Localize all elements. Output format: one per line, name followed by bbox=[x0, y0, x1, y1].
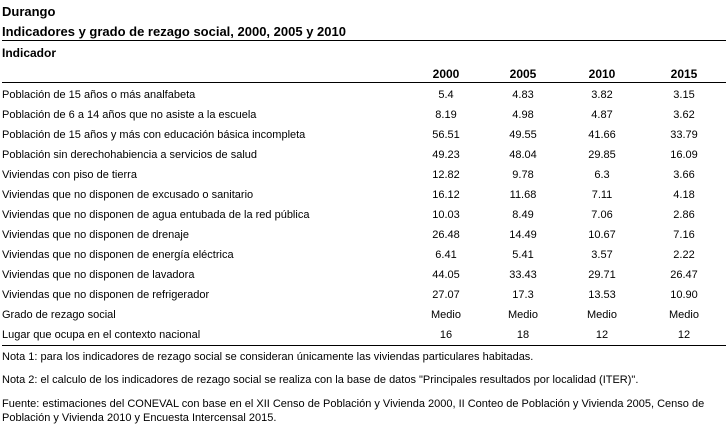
cell-2015: 2.22 bbox=[673, 249, 695, 261]
year-header-2005: 2005 bbox=[509, 67, 537, 81]
cell-2010: 7.11 bbox=[591, 189, 613, 201]
table-row: Grado de rezago social Medio Medio Medio… bbox=[2, 305, 726, 325]
row-label: Viviendas que no disponen de energía elé… bbox=[2, 249, 234, 261]
cell-2000: 8.19 bbox=[435, 109, 457, 121]
cell-2010: 13.53 bbox=[588, 289, 616, 301]
cell-2000: 10.03 bbox=[432, 209, 460, 221]
cell-2015: 12 bbox=[677, 329, 691, 341]
divider bbox=[2, 82, 726, 83]
cell-2005: 11.68 bbox=[509, 189, 537, 201]
table-row: Viviendas que no disponen de excusado o … bbox=[2, 185, 726, 205]
row-label: Grado de rezago social bbox=[2, 309, 116, 321]
table-subtitle: Indicadores y grado de rezago social, 20… bbox=[2, 24, 346, 39]
cell-2010: 4.87 bbox=[591, 109, 613, 121]
cell-2000: 16 bbox=[439, 329, 453, 341]
cell-2005: 9.78 bbox=[512, 169, 534, 181]
cell-2010: 3.57 bbox=[591, 249, 613, 261]
cell-2005: 17.3 bbox=[512, 289, 534, 301]
row-label: Viviendas que no disponen de drenaje bbox=[2, 229, 189, 241]
table-row: Población de 15 años y más con educación… bbox=[2, 125, 726, 145]
cell-2010: 29.71 bbox=[588, 269, 616, 281]
cell-2005: 48.04 bbox=[509, 149, 537, 161]
page-title: Durango bbox=[2, 4, 56, 19]
cell-2015: 16.09 bbox=[670, 149, 698, 161]
cell-2005: Medio bbox=[508, 309, 538, 321]
cell-2010: 29.85 bbox=[588, 149, 616, 161]
cell-2015: 4.18 bbox=[673, 189, 695, 201]
row-label: Población de 6 a 14 años que no asiste a… bbox=[2, 109, 257, 121]
table-row: Viviendas que no disponen de refrigerado… bbox=[2, 285, 726, 305]
cell-2005: 4.83 bbox=[512, 89, 534, 101]
cell-2000: 16.12 bbox=[432, 189, 460, 201]
cell-2015: 3.66 bbox=[673, 169, 695, 181]
row-label: Viviendas que no disponen de lavadora bbox=[2, 269, 195, 281]
cell-2010: 41.66 bbox=[588, 129, 616, 141]
cell-2015: 3.15 bbox=[673, 89, 695, 101]
cell-2000: 27.07 bbox=[432, 289, 460, 301]
cell-2000: 5.4 bbox=[438, 89, 454, 101]
row-label: Viviendas que no disponen de refrigerado… bbox=[2, 289, 210, 301]
cell-2000: 56.51 bbox=[432, 129, 460, 141]
divider bbox=[2, 345, 726, 346]
year-header-2015: 2015 bbox=[670, 67, 698, 81]
cell-2010: 10.67 bbox=[588, 229, 616, 241]
cell-2010: 12 bbox=[595, 329, 609, 341]
divider bbox=[2, 40, 726, 41]
table-row: Viviendas que no disponen de drenaje 26.… bbox=[2, 225, 726, 245]
indicator-header: Indicador bbox=[2, 46, 57, 60]
cell-2015: 7.16 bbox=[673, 229, 695, 241]
cell-2015: 10.90 bbox=[670, 289, 698, 301]
cell-2015: 3.62 bbox=[673, 109, 695, 121]
cell-2015: Medio bbox=[669, 309, 699, 321]
row-label: Lugar que ocupa en el contexto nacional bbox=[2, 329, 201, 341]
year-header-2000: 2000 bbox=[432, 67, 460, 81]
table-row: Población sin derechohabiencia a servici… bbox=[2, 145, 726, 165]
cell-2015: 2.86 bbox=[673, 209, 695, 221]
row-label: Población de 15 años o más analfabeta bbox=[2, 89, 196, 101]
note-2: Nota 2: el calculo de los indicadores de… bbox=[2, 374, 639, 386]
cell-2005: 4.98 bbox=[512, 109, 534, 121]
table-body: Población de 15 años o más analfabeta 5.… bbox=[2, 83, 726, 345]
row-label: Viviendas que no disponen de excusado o … bbox=[2, 189, 254, 201]
table-row: Lugar que ocupa en el contexto nacional … bbox=[2, 325, 726, 345]
cell-2005: 8.49 bbox=[512, 209, 534, 221]
cell-2010: 3.82 bbox=[591, 89, 613, 101]
cell-2005: 5.41 bbox=[512, 249, 534, 261]
table-row: Viviendas que no disponen de energía elé… bbox=[2, 245, 726, 265]
cell-2010: 7.06 bbox=[591, 209, 613, 221]
table-row: Población de 15 años o más analfabeta 5.… bbox=[2, 83, 726, 105]
table-row: Población de 6 a 14 años que no asiste a… bbox=[2, 105, 726, 125]
cell-2000: 44.05 bbox=[432, 269, 460, 281]
note-1: Nota 1: para los indicadores de rezago s… bbox=[2, 351, 534, 363]
cell-2010: 6.3 bbox=[594, 169, 610, 181]
cell-2010: Medio bbox=[587, 309, 617, 321]
row-label: Población sin derechohabiencia a servici… bbox=[2, 149, 257, 161]
cell-2015: 33.79 bbox=[670, 129, 698, 141]
table-row: Viviendas que no disponen de lavadora 44… bbox=[2, 265, 726, 285]
row-label: Viviendas que no disponen de agua entuba… bbox=[2, 209, 310, 221]
source-note: Fuente: estimaciones del CONEVAL con bas… bbox=[2, 398, 705, 424]
cell-2000: 26.48 bbox=[432, 229, 460, 241]
header-spacer bbox=[2, 62, 408, 82]
cell-2000: 6.41 bbox=[435, 249, 457, 261]
cell-2015: 26.47 bbox=[670, 269, 698, 281]
cell-2005: 49.55 bbox=[509, 129, 537, 141]
cell-2000: 49.23 bbox=[432, 149, 460, 161]
table-row: Viviendas que no disponen de agua entuba… bbox=[2, 205, 726, 225]
cell-2005: 14.49 bbox=[509, 229, 537, 241]
row-label: Población de 15 años y más con educación… bbox=[2, 129, 306, 141]
row-label: Viviendas con piso de tierra bbox=[2, 169, 137, 181]
year-header-row: 2000 2005 2010 2015 bbox=[2, 62, 726, 82]
cell-2000: Medio bbox=[431, 309, 461, 321]
cell-2005: 18 bbox=[516, 329, 530, 341]
cell-2005: 33.43 bbox=[509, 269, 537, 281]
cell-2000: 12.82 bbox=[432, 169, 460, 181]
table-row: Viviendas con piso de tierra 12.82 9.78 … bbox=[2, 165, 726, 185]
year-header-2010: 2010 bbox=[588, 67, 616, 81]
